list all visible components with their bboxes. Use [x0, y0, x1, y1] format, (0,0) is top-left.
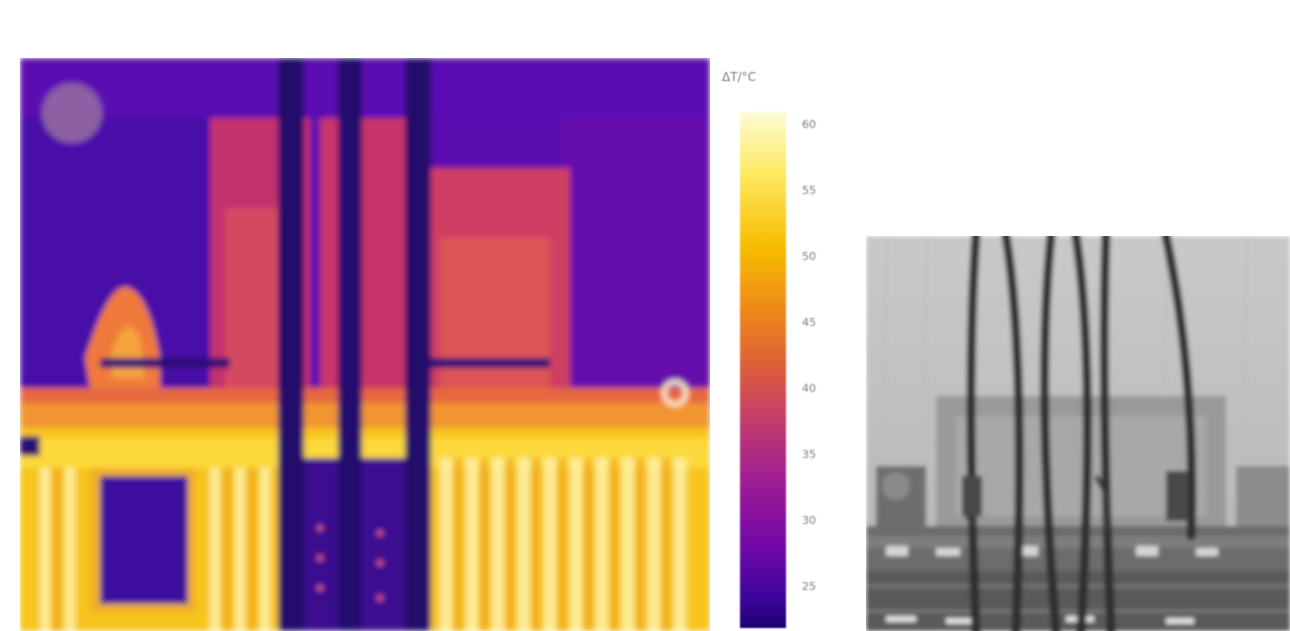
- colorbar-tick: 60: [802, 118, 816, 131]
- colorbar-tick: 30: [802, 514, 816, 527]
- colorbar-ticks: 60 55 50 45 40 35 30 25: [802, 112, 842, 628]
- thermal-image: [20, 58, 710, 631]
- visible-light-photo: [866, 236, 1290, 631]
- colorbar-tick: 45: [802, 316, 816, 329]
- colorbar-tick: 25: [802, 580, 816, 593]
- colorbar: [740, 112, 786, 628]
- colorbar-title: ΔT/°C: [722, 70, 756, 84]
- colorbar-tick: 55: [802, 184, 816, 197]
- colorbar-tick: 35: [802, 448, 816, 461]
- colorbar-tick: 40: [802, 382, 816, 395]
- colorbar-tick: 50: [802, 250, 816, 263]
